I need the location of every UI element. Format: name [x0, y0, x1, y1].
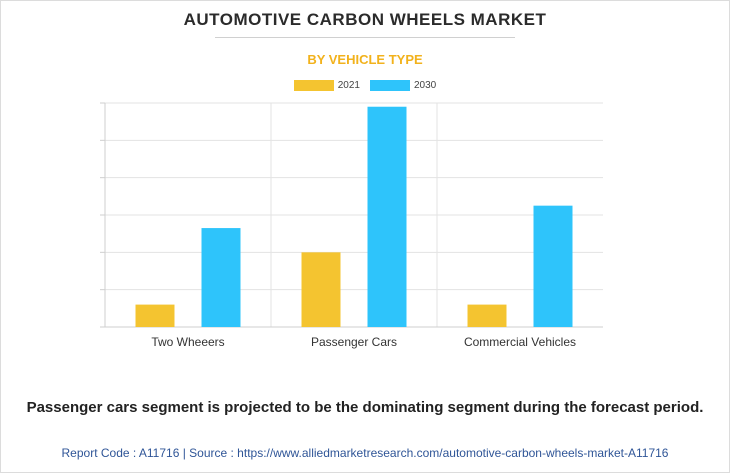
chart-title: AUTOMOTIVE CARBON WHEELS MARKET	[183, 10, 547, 29]
bar-2030-commercial-vehicles	[533, 205, 573, 327]
legend-item-2021: 2021	[293, 80, 360, 91]
x-tick-label: Two Wheeers	[151, 335, 224, 349]
chart-subtitle: BY VEHICLE TYPE	[307, 52, 423, 67]
bar-2030-two-wheeers	[201, 228, 241, 327]
legend-swatch-2030	[370, 80, 410, 91]
bar-chart: Two Wheeers Passenger Cars Commercial Vehi…	[100, 102, 603, 349]
bar-2021-commercial-vehicles	[467, 304, 507, 327]
source-line: Report Code : A11716 | Source : https://…	[61, 446, 669, 460]
legend-swatch-2021	[293, 80, 334, 91]
bar-2030-passenger-cars	[367, 106, 407, 327]
legend-label-2030: 2030	[414, 80, 437, 91]
bar-2021-passenger-cars	[301, 252, 341, 327]
title-divider	[215, 37, 515, 38]
legend-item-2030: 2030	[370, 80, 436, 91]
legend: 2021 2030	[0, 80, 730, 91]
x-tick-label: Passenger Cars	[311, 335, 397, 349]
bar-2021-two-wheeers	[135, 304, 175, 327]
footnote: Passenger cars segment is projected to b…	[26, 399, 704, 416]
legend-label-2021: 2021	[337, 80, 360, 91]
x-tick-label: Commercial Vehicles	[464, 335, 576, 349]
